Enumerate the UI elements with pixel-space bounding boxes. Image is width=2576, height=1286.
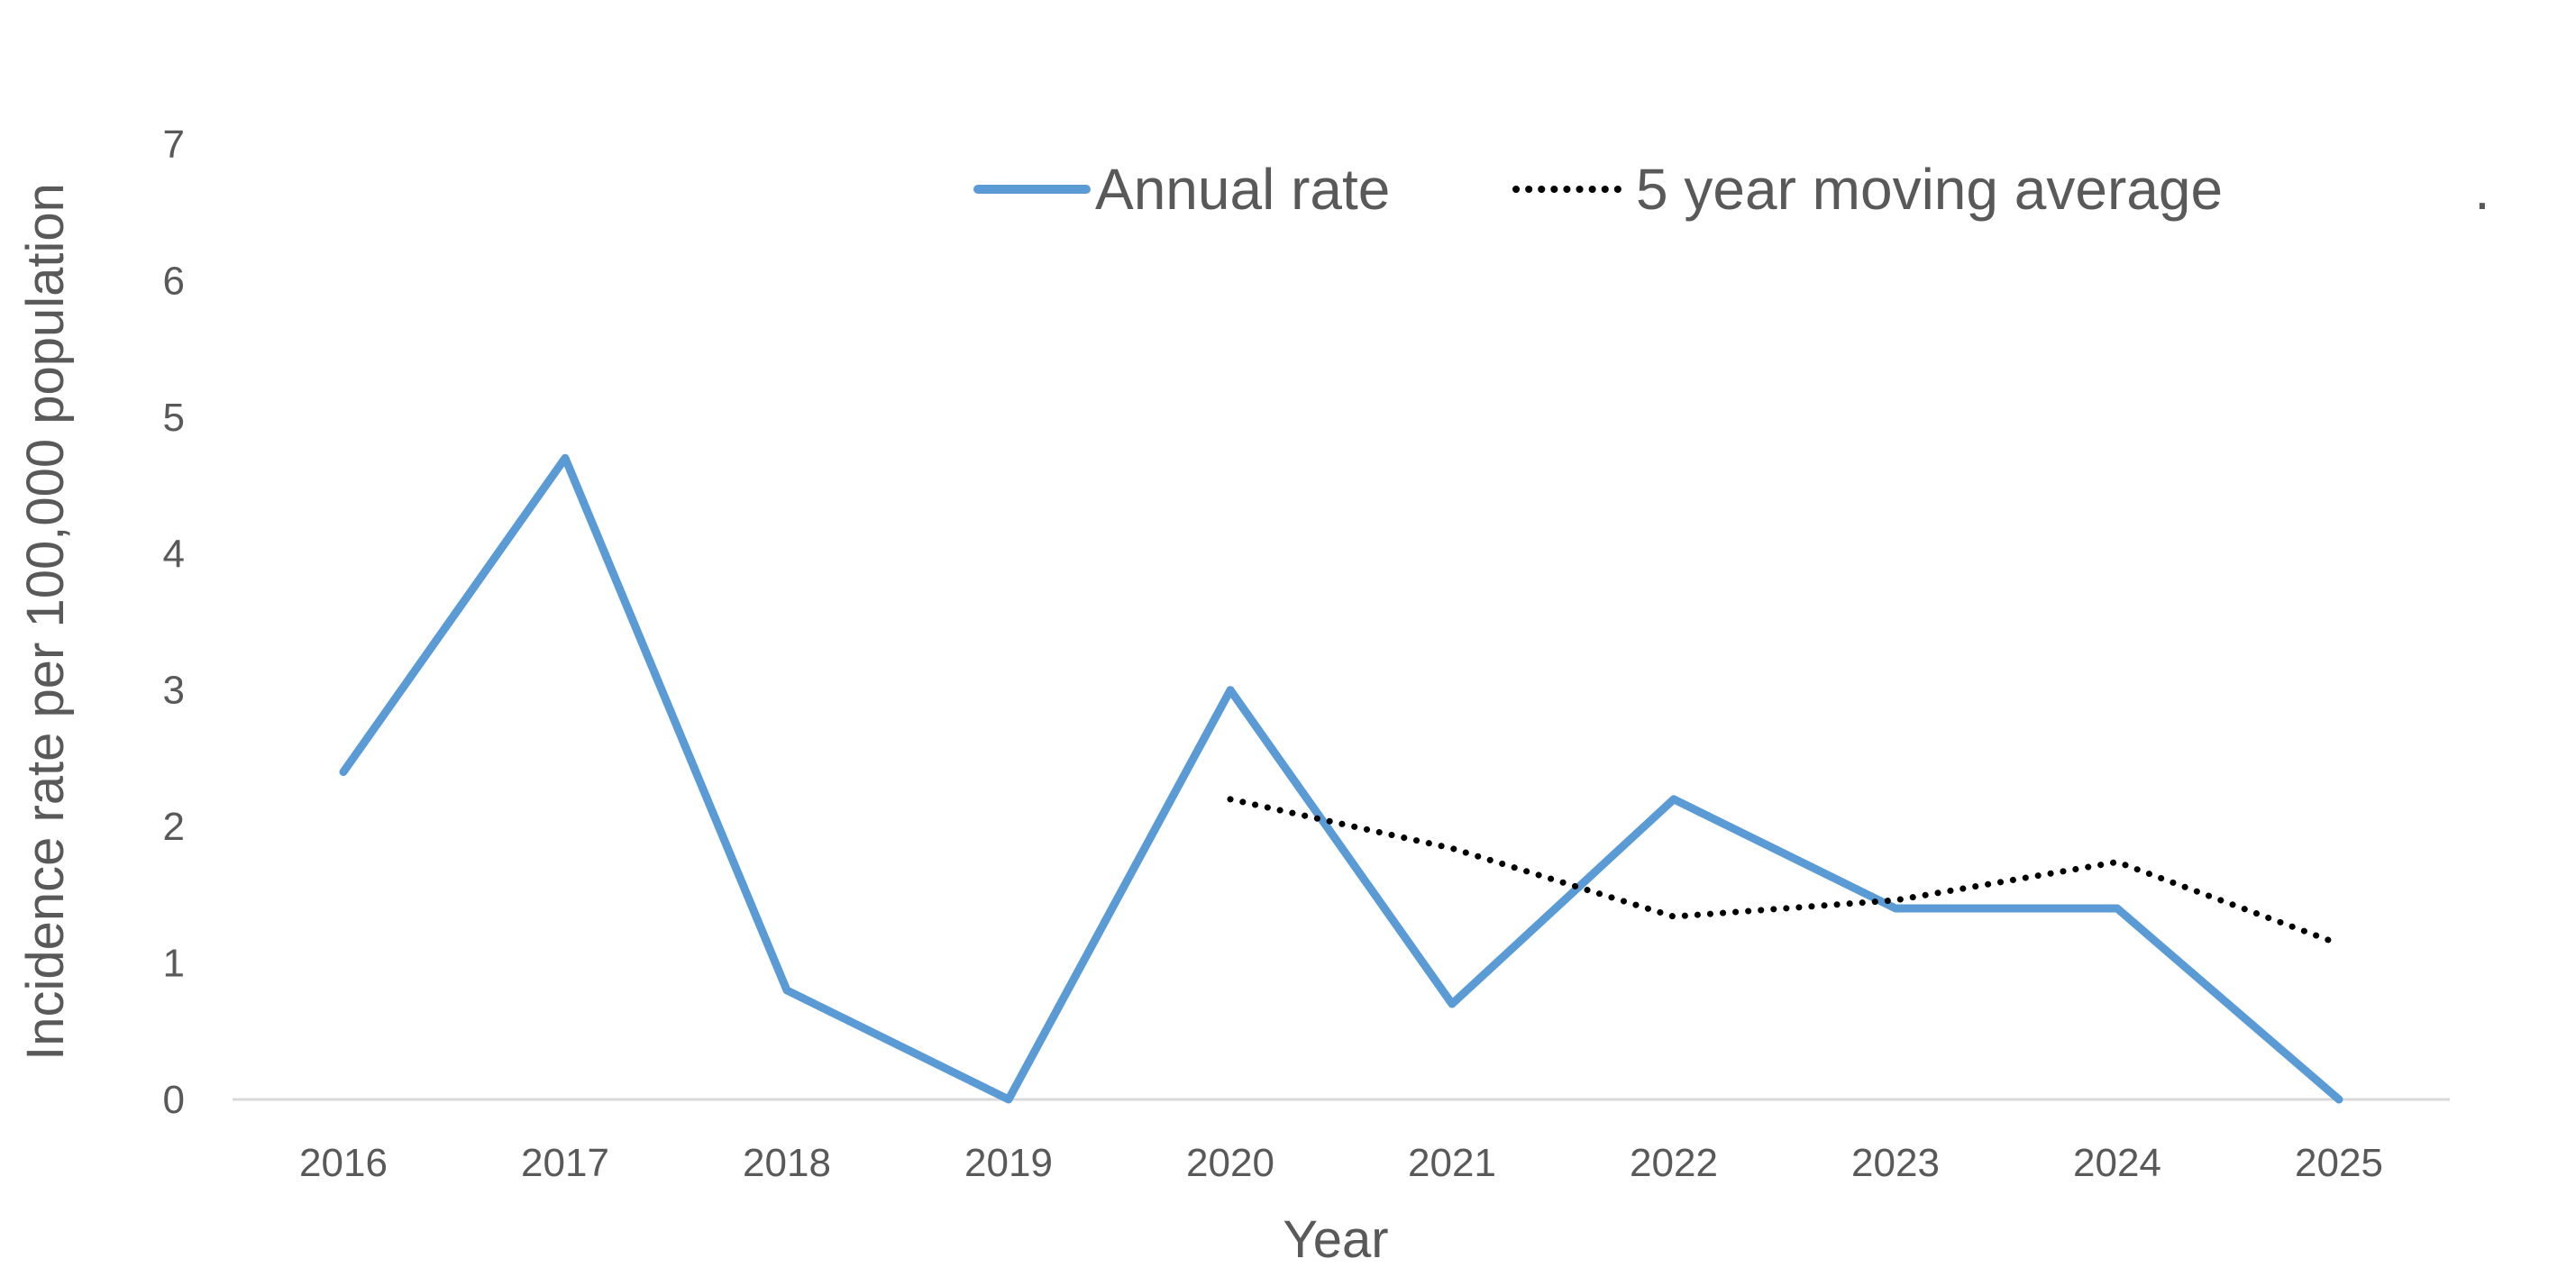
legend-label-annual-rate: Annual rate [1095,157,1390,222]
x-tick-label: 2025 [2295,1141,2383,1185]
x-tick-label: 2024 [2073,1141,2161,1185]
x-tick-label: 2019 [964,1141,1053,1185]
data-point-series-1 [2116,862,2118,863]
y-axis-ticks: 0 1 2 3 4 5 6 7 [163,123,185,1122]
x-tick-label: 2022 [1630,1141,1718,1185]
x-tick-label: 2023 [1851,1141,1940,1185]
x-axis-title: Year [1283,1210,1388,1269]
y-tick-label: 0 [163,1078,185,1122]
y-tick-label: 6 [163,259,185,303]
x-tick-label: 2018 [743,1141,831,1185]
legend-label-moving-average: 5 year moving average [1636,157,2223,222]
series-layer [339,453,2343,1104]
legend: Annual rate 5 year moving average . [973,157,2490,222]
data-point-series-1 [1895,899,1896,901]
legend-extra-mark: . [2474,157,2490,222]
x-tick-label: 2017 [521,1141,609,1185]
series-line-0 [339,453,2343,1104]
data-point-series-1 [2338,943,2340,944]
series-line-1 [1227,796,2343,947]
y-tick-label: 3 [163,669,185,713]
x-axis-ticks: 2016 2017 2018 2019 2020 2021 2022 2023 2024 2025 [299,1141,2383,1185]
x-tick-label: 2020 [1186,1141,1274,1185]
x-tick-label: 2021 [1408,1141,1496,1185]
y-tick-label: 4 [163,532,185,576]
y-axis-title: Incidence rate per 100,000 population [16,183,75,1061]
y-tick-label: 7 [163,123,185,167]
y-tick-label: 1 [163,942,185,986]
x-tick-label: 2016 [299,1141,388,1185]
y-tick-label: 5 [163,396,185,440]
y-tick-label: 2 [163,805,185,849]
